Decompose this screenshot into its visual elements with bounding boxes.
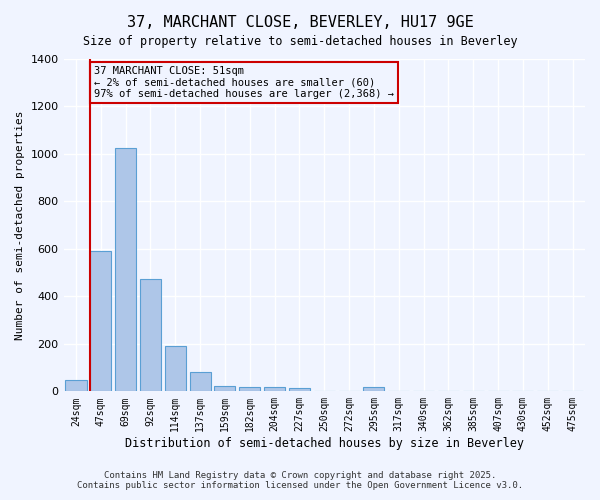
X-axis label: Distribution of semi-detached houses by size in Beverley: Distribution of semi-detached houses by … [125,437,524,450]
Text: Size of property relative to semi-detached houses in Beverley: Size of property relative to semi-detach… [83,35,517,48]
Text: 37, MARCHANT CLOSE, BEVERLEY, HU17 9GE: 37, MARCHANT CLOSE, BEVERLEY, HU17 9GE [127,15,473,30]
Bar [239,388,260,392]
Bar [264,388,285,392]
Y-axis label: Number of semi-detached properties: Number of semi-detached properties [15,110,25,340]
Bar [140,278,161,392]
Bar [289,388,310,392]
Bar [165,346,186,392]
Bar [214,386,235,392]
Text: Contains HM Land Registry data © Crown copyright and database right 2025.
Contai: Contains HM Land Registry data © Crown c… [77,470,523,490]
Text: 37 MARCHANT CLOSE: 51sqm
← 2% of semi-detached houses are smaller (60)
97% of se: 37 MARCHANT CLOSE: 51sqm ← 2% of semi-de… [94,66,394,100]
Bar [115,148,136,392]
Bar [364,386,385,392]
Bar [65,380,86,392]
Bar [90,251,112,392]
Bar [190,372,211,392]
